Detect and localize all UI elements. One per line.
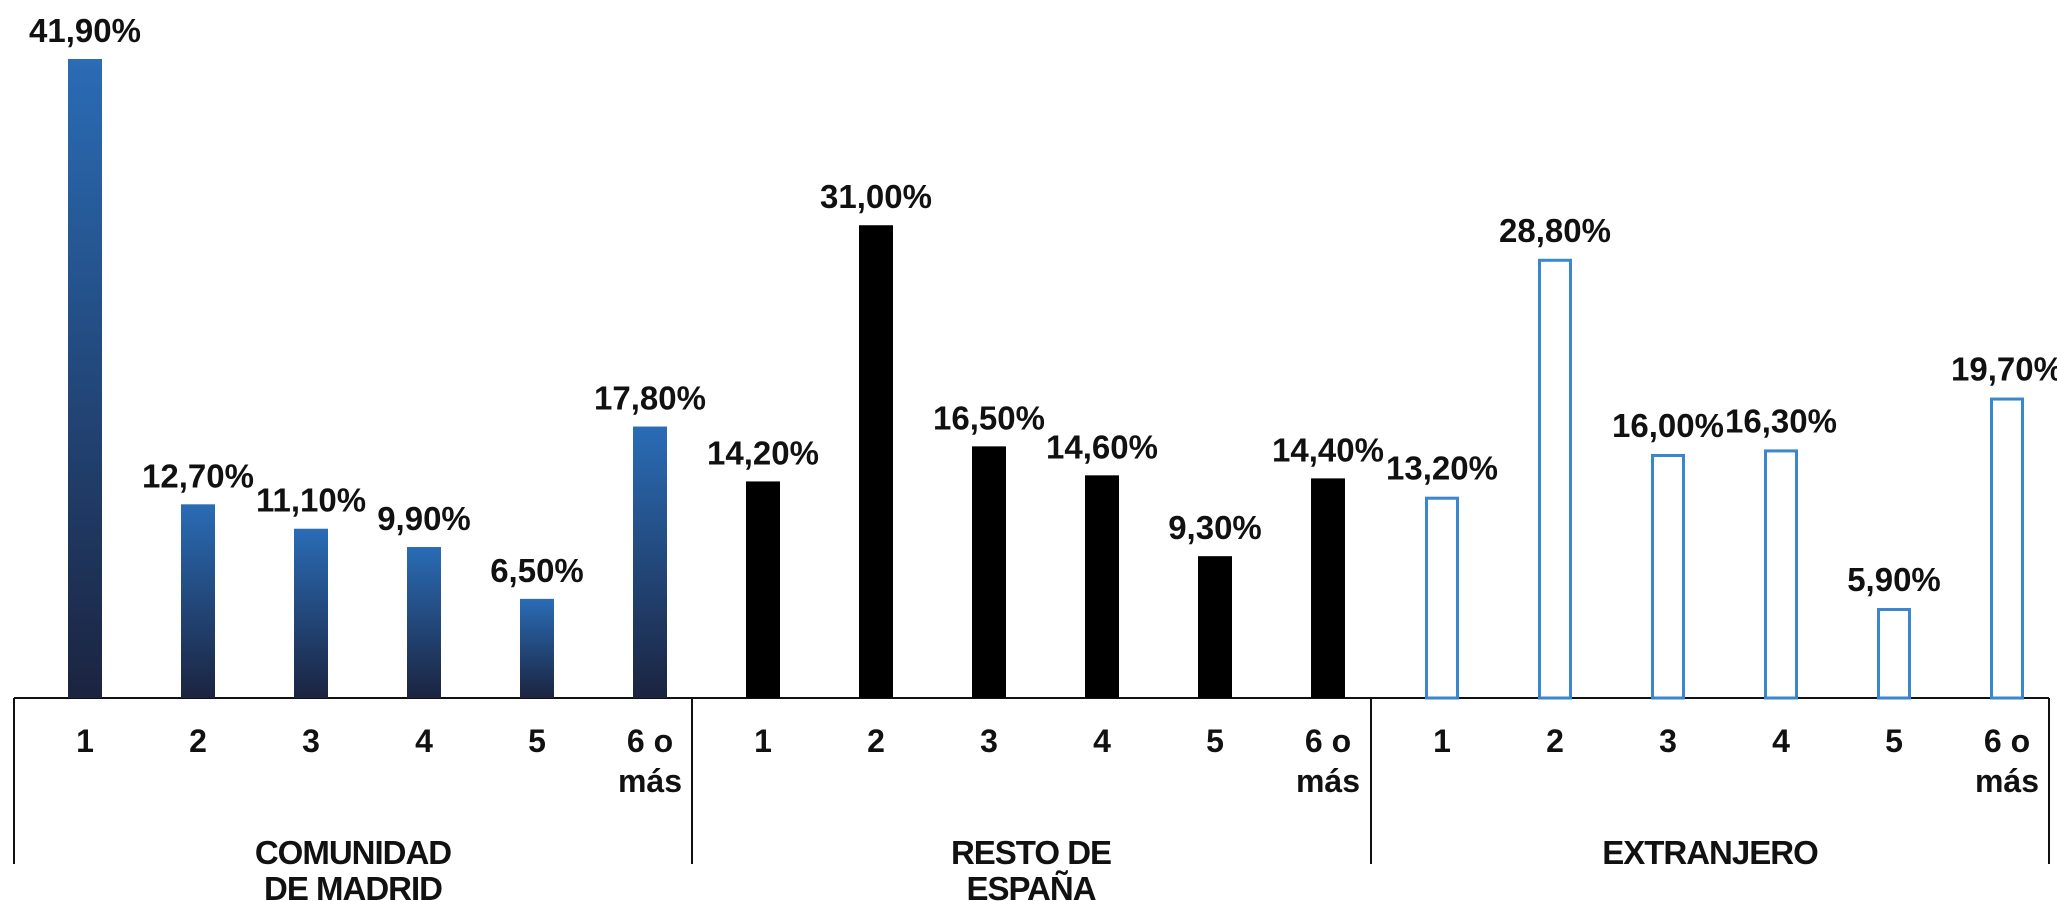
data-label: 6,50% — [490, 552, 584, 589]
data-label: 41,90% — [29, 12, 141, 49]
data-label: 16,30% — [1725, 402, 1837, 439]
x-tick-label: 2 — [189, 723, 207, 759]
group-label: COMUNIDAD — [255, 834, 451, 871]
x-tick-label: más — [1975, 763, 2039, 799]
bar — [859, 225, 893, 698]
bar — [520, 598, 554, 698]
data-label: 11,10% — [256, 482, 366, 519]
data-label: 17,80% — [594, 380, 706, 417]
bar — [1764, 449, 1798, 700]
bar — [633, 426, 667, 698]
data-label: 12,70% — [142, 457, 254, 494]
axis — [13, 697, 2050, 864]
bar — [1990, 397, 2024, 700]
x-tick-label: 5 — [1885, 723, 1903, 759]
x-tick-label: 6 o — [1984, 723, 2030, 759]
x-tick-label: 5 — [1206, 723, 1224, 759]
bar — [1311, 478, 1345, 698]
bar — [294, 528, 328, 698]
labels: 41,90% 1 12,70% 2 11,10% 3 9,90% 4 6,50% 5 17,80% 6… — [29, 12, 2057, 901]
x-tick-label: 4 — [1772, 723, 1790, 759]
x-tick-label: 2 — [1546, 723, 1564, 759]
group-label: EXTRANJERO — [1602, 834, 1818, 871]
bar — [181, 504, 215, 698]
x-tick-label: más — [1296, 763, 1360, 799]
x-tick-label: 5 — [528, 723, 546, 759]
x-tick-label: 4 — [1093, 723, 1111, 759]
bar — [1085, 475, 1119, 698]
data-label: 9,90% — [377, 500, 471, 537]
bar — [972, 446, 1006, 698]
x-tick-label: 3 — [980, 723, 998, 759]
group-label: ESPAÑA — [966, 870, 1095, 901]
bar — [407, 547, 441, 698]
x-tick-label: 6 o — [627, 723, 673, 759]
bar — [1425, 496, 1459, 700]
data-label: 19,70% — [1951, 351, 2057, 388]
data-label: 14,40% — [1272, 431, 1384, 468]
data-label: 31,00% — [820, 178, 932, 215]
data-label: 9,30% — [1168, 509, 1262, 546]
x-tick-label: 1 — [1433, 723, 1451, 759]
bars — [68, 59, 2024, 700]
data-label: 14,20% — [707, 434, 819, 471]
group-label: RESTO DE — [951, 834, 1111, 871]
bar — [1198, 556, 1232, 698]
bar — [1538, 258, 1572, 700]
x-tick-label: 2 — [867, 723, 885, 759]
bar — [746, 481, 780, 698]
bar — [68, 59, 102, 698]
data-label: 16,50% — [933, 399, 1045, 436]
data-label: 5,90% — [1847, 561, 1941, 598]
data-label: 13,20% — [1386, 450, 1498, 487]
data-label: 16,00% — [1612, 407, 1724, 444]
x-tick-label: 1 — [754, 723, 772, 759]
bar — [1877, 608, 1911, 700]
group-label: DE MADRID — [264, 870, 442, 901]
x-tick-label: 3 — [1659, 723, 1677, 759]
x-tick-label: más — [618, 763, 682, 799]
x-tick-label: 4 — [415, 723, 433, 759]
x-tick-label: 1 — [76, 723, 94, 759]
x-tick-label: 3 — [302, 723, 320, 759]
x-tick-label: 6 o — [1305, 723, 1351, 759]
data-label: 14,60% — [1046, 428, 1158, 465]
bar — [1651, 453, 1685, 700]
data-label: 28,80% — [1499, 212, 1611, 249]
